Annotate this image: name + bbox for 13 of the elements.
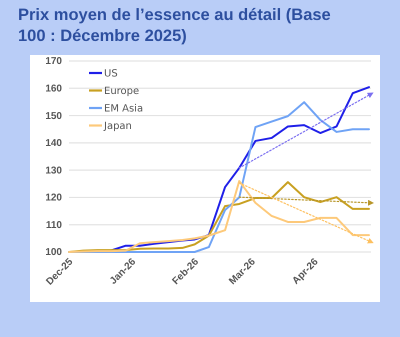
legend-label: US bbox=[104, 68, 118, 80]
legend-label: Japan bbox=[103, 121, 132, 132]
y-tick-label: 140 bbox=[45, 138, 62, 150]
y-tick-label: 110 bbox=[46, 220, 62, 231]
legend-label: Europe bbox=[104, 86, 140, 97]
legend-label: EM Asia bbox=[104, 104, 144, 114]
y-tick-label: 150 bbox=[45, 110, 62, 122]
y-tick-label: 170 bbox=[45, 56, 62, 68]
y-tick-label: 160 bbox=[45, 83, 62, 94]
chart-title: Prix moyen de l’essence au détail (Base 100 : Décembre 2025) bbox=[18, 6, 331, 45]
y-tick-label: 130 bbox=[45, 165, 62, 176]
y-tick-label: 120 bbox=[45, 192, 62, 204]
y-tick-label: 100 bbox=[45, 247, 62, 258]
